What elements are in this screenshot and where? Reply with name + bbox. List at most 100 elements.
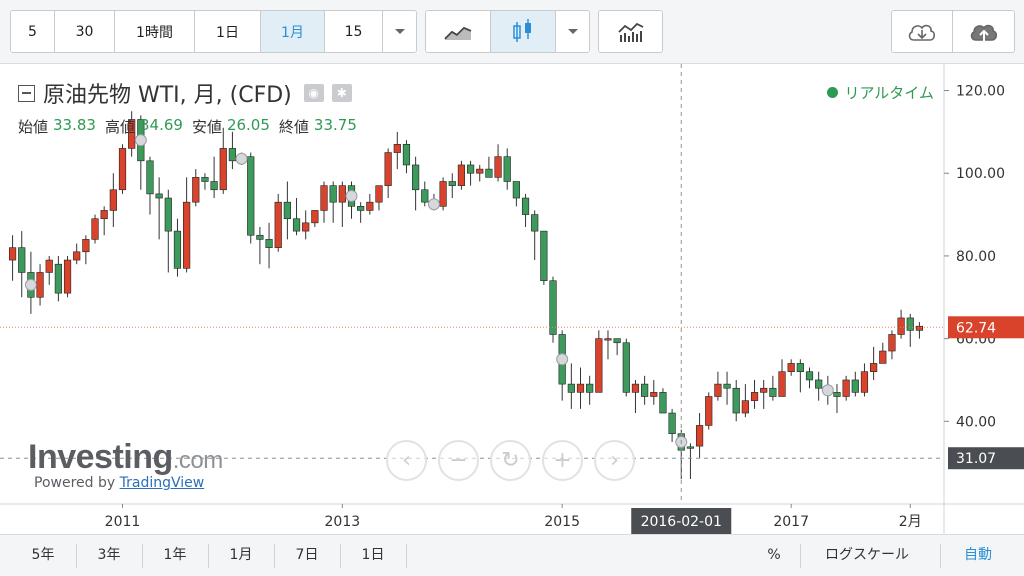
candle[interactable] <box>631 379 640 414</box>
upload-button[interactable] <box>953 11 1014 52</box>
interval-1d[interactable]: 1日 <box>195 11 261 52</box>
interval-1h[interactable]: 1時間 <box>115 11 195 52</box>
candle[interactable] <box>63 255 72 298</box>
event-marker[interactable] <box>345 189 358 202</box>
gear-icon[interactable]: ✱ <box>331 84 352 102</box>
zoom-in-button[interactable]: + <box>542 440 583 481</box>
candle[interactable] <box>613 338 621 356</box>
candle[interactable] <box>283 181 291 240</box>
auto-scale-toggle[interactable]: 自動 <box>964 547 992 563</box>
candle[interactable] <box>128 111 136 157</box>
candle[interactable] <box>329 181 337 223</box>
candle[interactable] <box>494 144 502 182</box>
log-scale-toggle[interactable]: ログスケール <box>825 547 909 563</box>
candle[interactable] <box>100 206 108 236</box>
candle[interactable] <box>851 371 859 397</box>
candle[interactable] <box>320 181 328 223</box>
candle[interactable] <box>805 367 814 389</box>
candle[interactable] <box>586 375 594 405</box>
candle[interactable] <box>448 173 456 199</box>
price-chart[interactable]: 120.00100.0080.0060.0040.0062.7431.07201… <box>0 64 1024 534</box>
candle[interactable] <box>338 181 346 227</box>
candle[interactable] <box>311 210 319 227</box>
tradingview-link[interactable]: TradingView <box>119 475 205 491</box>
candle[interactable] <box>118 144 127 194</box>
candle[interactable] <box>503 148 511 190</box>
candle[interactable] <box>723 371 731 405</box>
candle[interactable] <box>412 156 420 211</box>
candle[interactable] <box>595 330 603 393</box>
candle[interactable] <box>155 177 163 240</box>
candle[interactable] <box>210 156 218 199</box>
candle[interactable] <box>36 264 44 306</box>
candle[interactable] <box>201 173 209 190</box>
candle[interactable] <box>366 193 374 215</box>
interval-dropdown-button[interactable] <box>383 11 416 52</box>
candle[interactable] <box>393 131 401 170</box>
candle[interactable] <box>567 363 575 409</box>
candle[interactable] <box>146 156 154 215</box>
event-marker[interactable] <box>556 353 569 366</box>
indicators-button[interactable] <box>599 11 662 52</box>
candle[interactable] <box>402 140 411 174</box>
candle[interactable] <box>604 330 612 360</box>
candle[interactable] <box>357 202 365 223</box>
zoom-out-button[interactable]: − <box>438 440 479 481</box>
candle[interactable] <box>91 214 99 244</box>
candle[interactable] <box>540 230 548 285</box>
candle[interactable] <box>686 443 695 479</box>
candle[interactable] <box>815 371 823 401</box>
candle[interactable] <box>228 131 237 170</box>
candle[interactable] <box>750 379 759 409</box>
candle[interactable] <box>778 359 786 397</box>
chart-type-dropdown-button[interactable] <box>556 11 589 52</box>
candle[interactable] <box>82 235 90 265</box>
candle[interactable] <box>531 210 539 261</box>
candle[interactable] <box>549 276 557 343</box>
candle[interactable] <box>879 342 887 364</box>
scroll-left-button[interactable]: ‹ <box>386 440 427 481</box>
range-1y[interactable]: 1年 <box>163 547 187 563</box>
candle[interactable] <box>833 384 841 414</box>
candle[interactable] <box>485 156 493 178</box>
event-marker[interactable] <box>134 134 147 147</box>
candle[interactable] <box>915 322 924 339</box>
candle[interactable] <box>292 198 301 236</box>
candle[interactable] <box>641 375 649 405</box>
event-marker[interactable] <box>24 278 37 291</box>
candle[interactable] <box>45 255 53 285</box>
event-marker[interactable] <box>235 152 248 165</box>
candle[interactable] <box>421 181 429 207</box>
interval-1month[interactable]: 1月 <box>261 11 325 52</box>
candle[interactable] <box>265 222 273 269</box>
candle[interactable] <box>8 235 17 281</box>
candle[interactable] <box>769 375 777 401</box>
range-7d[interactable]: 7日 <box>295 547 319 563</box>
candle[interactable] <box>219 127 227 194</box>
candle[interactable] <box>375 185 383 211</box>
candle[interactable] <box>109 173 117 227</box>
candle[interactable] <box>73 243 81 265</box>
candle[interactable] <box>842 375 850 401</box>
scroll-right-button[interactable]: › <box>594 440 635 481</box>
candle[interactable] <box>760 379 768 409</box>
candle[interactable] <box>796 359 804 393</box>
candle[interactable] <box>888 330 896 360</box>
candlestick-button[interactable] <box>491 11 557 52</box>
candle[interactable] <box>558 330 566 401</box>
percent-toggle[interactable]: % <box>767 547 781 563</box>
candle[interactable] <box>183 177 191 273</box>
event-marker[interactable] <box>427 198 440 211</box>
candle[interactable] <box>302 210 310 240</box>
candle[interactable] <box>512 181 520 207</box>
candle[interactable] <box>256 226 264 265</box>
candle[interactable] <box>466 160 475 186</box>
interval-15[interactable]: 15 <box>325 11 383 52</box>
candle[interactable] <box>741 384 749 418</box>
range-5y[interactable]: 5年 <box>31 547 55 563</box>
candle[interactable] <box>192 169 200 207</box>
reset-button[interactable]: ↻ <box>490 440 531 481</box>
candle[interactable] <box>173 218 182 277</box>
event-marker[interactable] <box>821 384 834 397</box>
candle[interactable] <box>870 346 878 380</box>
